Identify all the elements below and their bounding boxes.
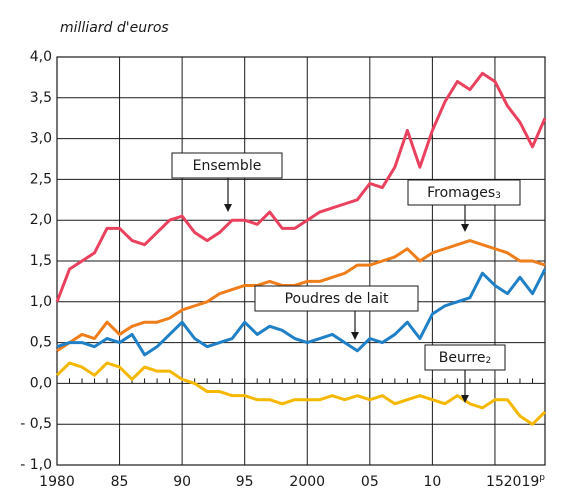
x-tick-text: 1980 <box>39 474 75 490</box>
callout-arrowhead <box>461 395 469 403</box>
legend-label: Ensemble <box>193 158 262 174</box>
y-tick-label: - 0,5 <box>20 416 52 432</box>
y-tick-label: 2,0 <box>30 212 52 228</box>
y-tick-label: 0,5 <box>30 335 52 351</box>
legend-text: Fromages <box>427 185 495 201</box>
y-tick-label: 4,0 <box>30 49 52 65</box>
x-tick-label: 90 <box>173 474 191 490</box>
legend-note: 2 <box>485 356 491 366</box>
y-tick-label: 1,5 <box>30 253 52 269</box>
callout-arrowhead <box>351 332 359 340</box>
legend-label: Beurre2 <box>439 350 491 366</box>
y-tick-label: - 1,0 <box>20 457 52 473</box>
x-tick-label: 2000 <box>289 474 325 490</box>
x-tick-sup: p <box>539 473 545 483</box>
x-tick-label: 2019p <box>504 473 546 491</box>
y-tick-label: 3,0 <box>30 131 52 147</box>
x-tick-label: 85 <box>111 474 129 490</box>
legend-note: 3 <box>495 191 501 201</box>
x-tick-label: 1980 <box>39 474 75 490</box>
y-tick-label: 1,0 <box>30 294 52 310</box>
x-tick-text: 2019 <box>504 474 540 490</box>
x-tick-text: 85 <box>111 474 129 490</box>
series-line <box>55 71 547 303</box>
legend-label: Fromages3 <box>427 185 501 201</box>
callout-box <box>407 179 521 206</box>
x-tick-label: 10 <box>423 474 441 490</box>
x-tick-text: 15 <box>486 474 504 490</box>
y-tick-label: 0,0 <box>30 375 52 391</box>
unit-label: milliard d'euros <box>60 20 169 36</box>
x-tick-text: 90 <box>173 474 191 490</box>
x-tick-text: 10 <box>423 474 441 490</box>
callout-box <box>171 152 283 179</box>
x-tick-label: 95 <box>236 474 254 490</box>
series-line <box>55 361 547 426</box>
x-tick-text: 2000 <box>289 474 325 490</box>
x-tick-label: 05 <box>361 474 379 490</box>
callout-box <box>424 344 506 371</box>
callout-box <box>254 285 419 312</box>
callout-arrowhead <box>461 224 469 232</box>
x-tick-text: 05 <box>361 474 379 490</box>
series-line <box>56 268 547 357</box>
plot-frame <box>56 56 546 466</box>
series-line <box>56 239 546 353</box>
legend-label: Poudres de lait <box>285 291 389 307</box>
x-tick-text: 95 <box>236 474 254 490</box>
callout-arrowhead <box>224 204 232 212</box>
y-tick-label: 2,5 <box>30 171 52 187</box>
y-tick-label: 3,5 <box>30 90 52 106</box>
legend-text: Ensemble <box>193 158 262 174</box>
x-tick-label: 15 <box>486 474 504 490</box>
legend-text: Poudres de lait <box>285 291 389 307</box>
legend-text: Beurre <box>439 350 486 366</box>
